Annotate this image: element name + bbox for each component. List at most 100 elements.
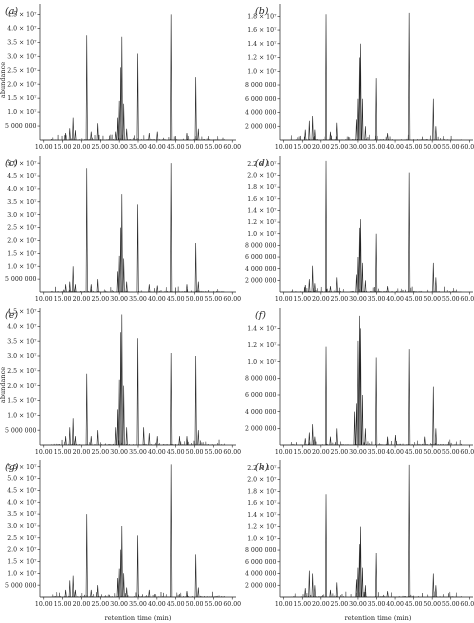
y-tick-label: 2.2 × 10⁷: [247, 465, 277, 472]
x-tick-label: 60.00: [223, 449, 241, 456]
x-tick-label: 25.00: [331, 144, 349, 151]
chromatogram-peak: [117, 118, 118, 140]
chromatogram-panel: (c)5 000 0001.0 × 10⁷1.5 × 10⁷2.0 × 10⁷2…: [5, 156, 241, 303]
y-tick-label: 4.0 × 10⁷: [7, 499, 37, 506]
chromatogram-peak: [336, 428, 337, 445]
y-tick-label: 8 000 000: [245, 82, 277, 89]
chromatogram-peak: [123, 386, 124, 445]
chromatogram-peak: [97, 585, 98, 597]
x-tick-label: 55.00: [442, 296, 460, 303]
x-tick-label: 20.00: [73, 296, 91, 303]
x-tick-label: 30.00: [349, 601, 367, 608]
y-tick-label: 4 000 000: [245, 110, 277, 117]
chromatogram-peak: [362, 99, 363, 140]
x-tick-label: 35.00: [368, 601, 386, 608]
chromatogram-peak: [435, 277, 436, 292]
chromatogram-peak: [72, 418, 73, 445]
x-axis-label-right: retention time (min): [345, 614, 412, 622]
chromatogram-peak: [75, 590, 76, 597]
x-tick-label: 50.00: [423, 601, 441, 608]
x-tick-label: 15.00: [293, 144, 311, 151]
x-tick-label: 20.00: [312, 449, 330, 456]
y-tick-label: 1.0 × 10⁷: [247, 535, 277, 542]
y-tick-label: 1.0 × 10⁷: [7, 109, 37, 116]
chromatogram-peak: [137, 53, 138, 140]
y-tick-label: 1.0 × 10⁷: [247, 231, 277, 238]
chromatogram-peak: [149, 433, 150, 445]
chromatogram-peak: [330, 286, 331, 292]
chromatogram-peak: [312, 266, 313, 292]
x-tick-label: 55.00: [205, 601, 223, 608]
chromatogram-peak: [325, 161, 326, 292]
chromatogram-panel: (g)5 000 0001.0 × 10⁷1.5 × 10⁷2.0 × 10⁷2…: [5, 460, 241, 608]
chromatogram-peak: [121, 526, 122, 597]
chromatogram-peak: [309, 279, 310, 292]
chromatogram-peak: [325, 14, 326, 140]
chromatogram-peak: [137, 338, 138, 445]
x-tick-label: 40.00: [148, 144, 166, 151]
chromatogram-peak: [325, 347, 326, 445]
chromatogram-peak: [357, 257, 358, 292]
chromatogram-peak: [75, 436, 76, 445]
chromatogram-peak: [86, 35, 87, 140]
chromatogram-peak: [314, 283, 315, 292]
chromatogram-peak: [170, 353, 171, 445]
y-tick-label: 5.0 × 10⁷: [7, 476, 37, 483]
y-tick-label: 3.0 × 10⁷: [7, 353, 37, 360]
chromatogram-peak: [157, 286, 158, 292]
chromatogram-peak: [91, 132, 92, 140]
chromatogram-peak: [195, 243, 196, 292]
x-tick-label: 35.00: [129, 449, 147, 456]
x-tick-label: 45.00: [405, 144, 423, 151]
chromatogram-peak: [69, 427, 70, 445]
chromatogram-peak: [117, 271, 118, 292]
y-axis-label-lower: abundance: [0, 367, 7, 403]
chromatogram-peak: [149, 590, 150, 597]
x-tick-label: 15.00: [54, 449, 72, 456]
chromatogram-peak: [408, 173, 409, 292]
chromatogram-peak: [97, 123, 98, 140]
x-tick-label: 60.00: [460, 601, 474, 608]
chromatogram-peak: [72, 576, 73, 597]
x-tick-label: 25.00: [91, 144, 109, 151]
panel-label: (f): [255, 310, 266, 321]
chromatogram-peak: [357, 341, 358, 445]
y-tick-label: 8 000 000: [245, 547, 277, 554]
chromatogram-peak: [424, 437, 425, 445]
chromatogram-peak: [195, 356, 196, 445]
y-tick-label: 4.0 × 10⁷: [7, 323, 37, 330]
y-tick-label: 5 000 000: [5, 123, 37, 130]
chromatogram-peak: [356, 275, 357, 292]
x-tick-label: 45.00: [405, 601, 423, 608]
y-tick-label: 6 000 000: [245, 96, 277, 103]
chromatogram-peak: [360, 219, 361, 292]
chromatogram-peak: [362, 395, 363, 445]
y-tick-label: 8 000 000: [245, 375, 277, 382]
y-tick-label: 2.0 × 10⁷: [7, 81, 37, 88]
chromatogram-peak: [433, 99, 434, 140]
chromatogram-peak: [375, 358, 376, 446]
x-tick-label: 10.00: [275, 296, 293, 303]
x-tick-label: 35.00: [129, 601, 147, 608]
x-tick-label: 40.00: [148, 296, 166, 303]
x-tick-label: 60.00: [460, 449, 474, 456]
x-tick-label: 20.00: [73, 144, 91, 151]
chromatogram-peak: [375, 553, 376, 597]
x-tick-label: 40.00: [148, 449, 166, 456]
x-tick-label: 35.00: [368, 144, 386, 151]
chromatogram-peak: [435, 428, 436, 445]
chromatogram-peak: [357, 99, 358, 140]
chromatogram-peak: [357, 568, 358, 597]
chromatogram-peak: [309, 571, 310, 597]
x-tick-label: 55.00: [442, 601, 460, 608]
chromatogram-peak: [356, 119, 357, 140]
y-tick-label: 5 000 000: [5, 582, 37, 589]
x-tick-label: 60.00: [223, 144, 241, 151]
y-tick-label: 4.5 × 10⁷: [7, 488, 37, 495]
x-tick-label: 55.00: [205, 449, 223, 456]
y-tick-label: 1.4 × 10⁷: [247, 41, 277, 48]
y-tick-label: 1.2 × 10⁷: [247, 219, 277, 226]
chromatogram-peak: [75, 130, 76, 140]
y-tick-label: 1.0 × 10⁷: [7, 412, 37, 419]
